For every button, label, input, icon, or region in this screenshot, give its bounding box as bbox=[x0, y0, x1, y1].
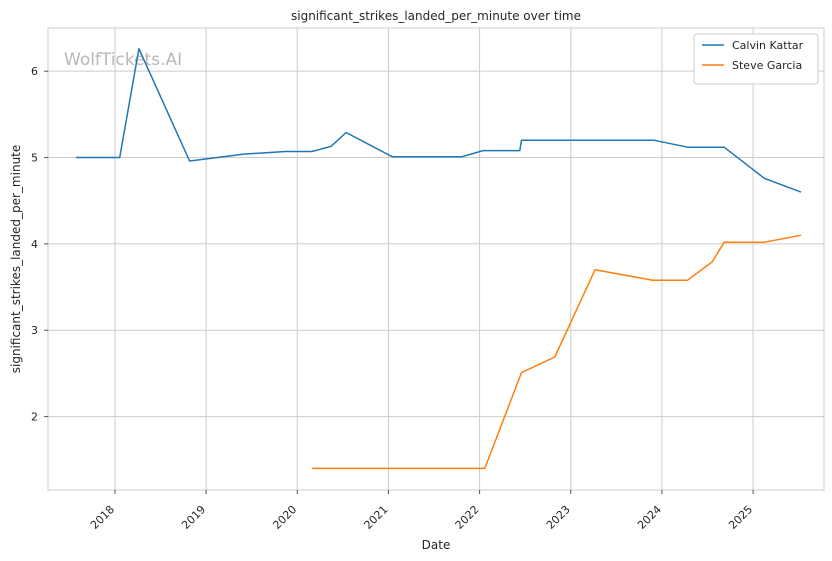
chart-title: significant_strikes_landed_per_minute ov… bbox=[291, 9, 581, 23]
y-tick-label: 3 bbox=[31, 324, 38, 337]
legend-box bbox=[693, 33, 819, 85]
plot-frame bbox=[47, 27, 825, 491]
grid-lines bbox=[48, 28, 824, 490]
y-tick-label: 4 bbox=[31, 238, 38, 251]
legend: Calvin Kattar Steve Garcia bbox=[693, 33, 819, 85]
watermark-text: WolfTickets.AI bbox=[64, 50, 182, 70]
y-tick-label: 5 bbox=[31, 152, 38, 165]
legend-label: Steve Garcia bbox=[732, 59, 802, 72]
y-tick-labels: 2 3 4 5 6 bbox=[31, 65, 48, 424]
legend-label: Calvin Kattar bbox=[732, 39, 804, 52]
series-line-steve-garcia bbox=[312, 234, 802, 470]
y-tick-label: 6 bbox=[31, 65, 38, 78]
x-axis-label: Date bbox=[422, 538, 451, 552]
series-layer bbox=[76, 47, 802, 470]
y-axis-label: significant_strikes_landed_per_minute bbox=[9, 145, 23, 374]
y-tick-label: 2 bbox=[31, 411, 38, 424]
series-line-calvin-kattar bbox=[76, 47, 802, 193]
